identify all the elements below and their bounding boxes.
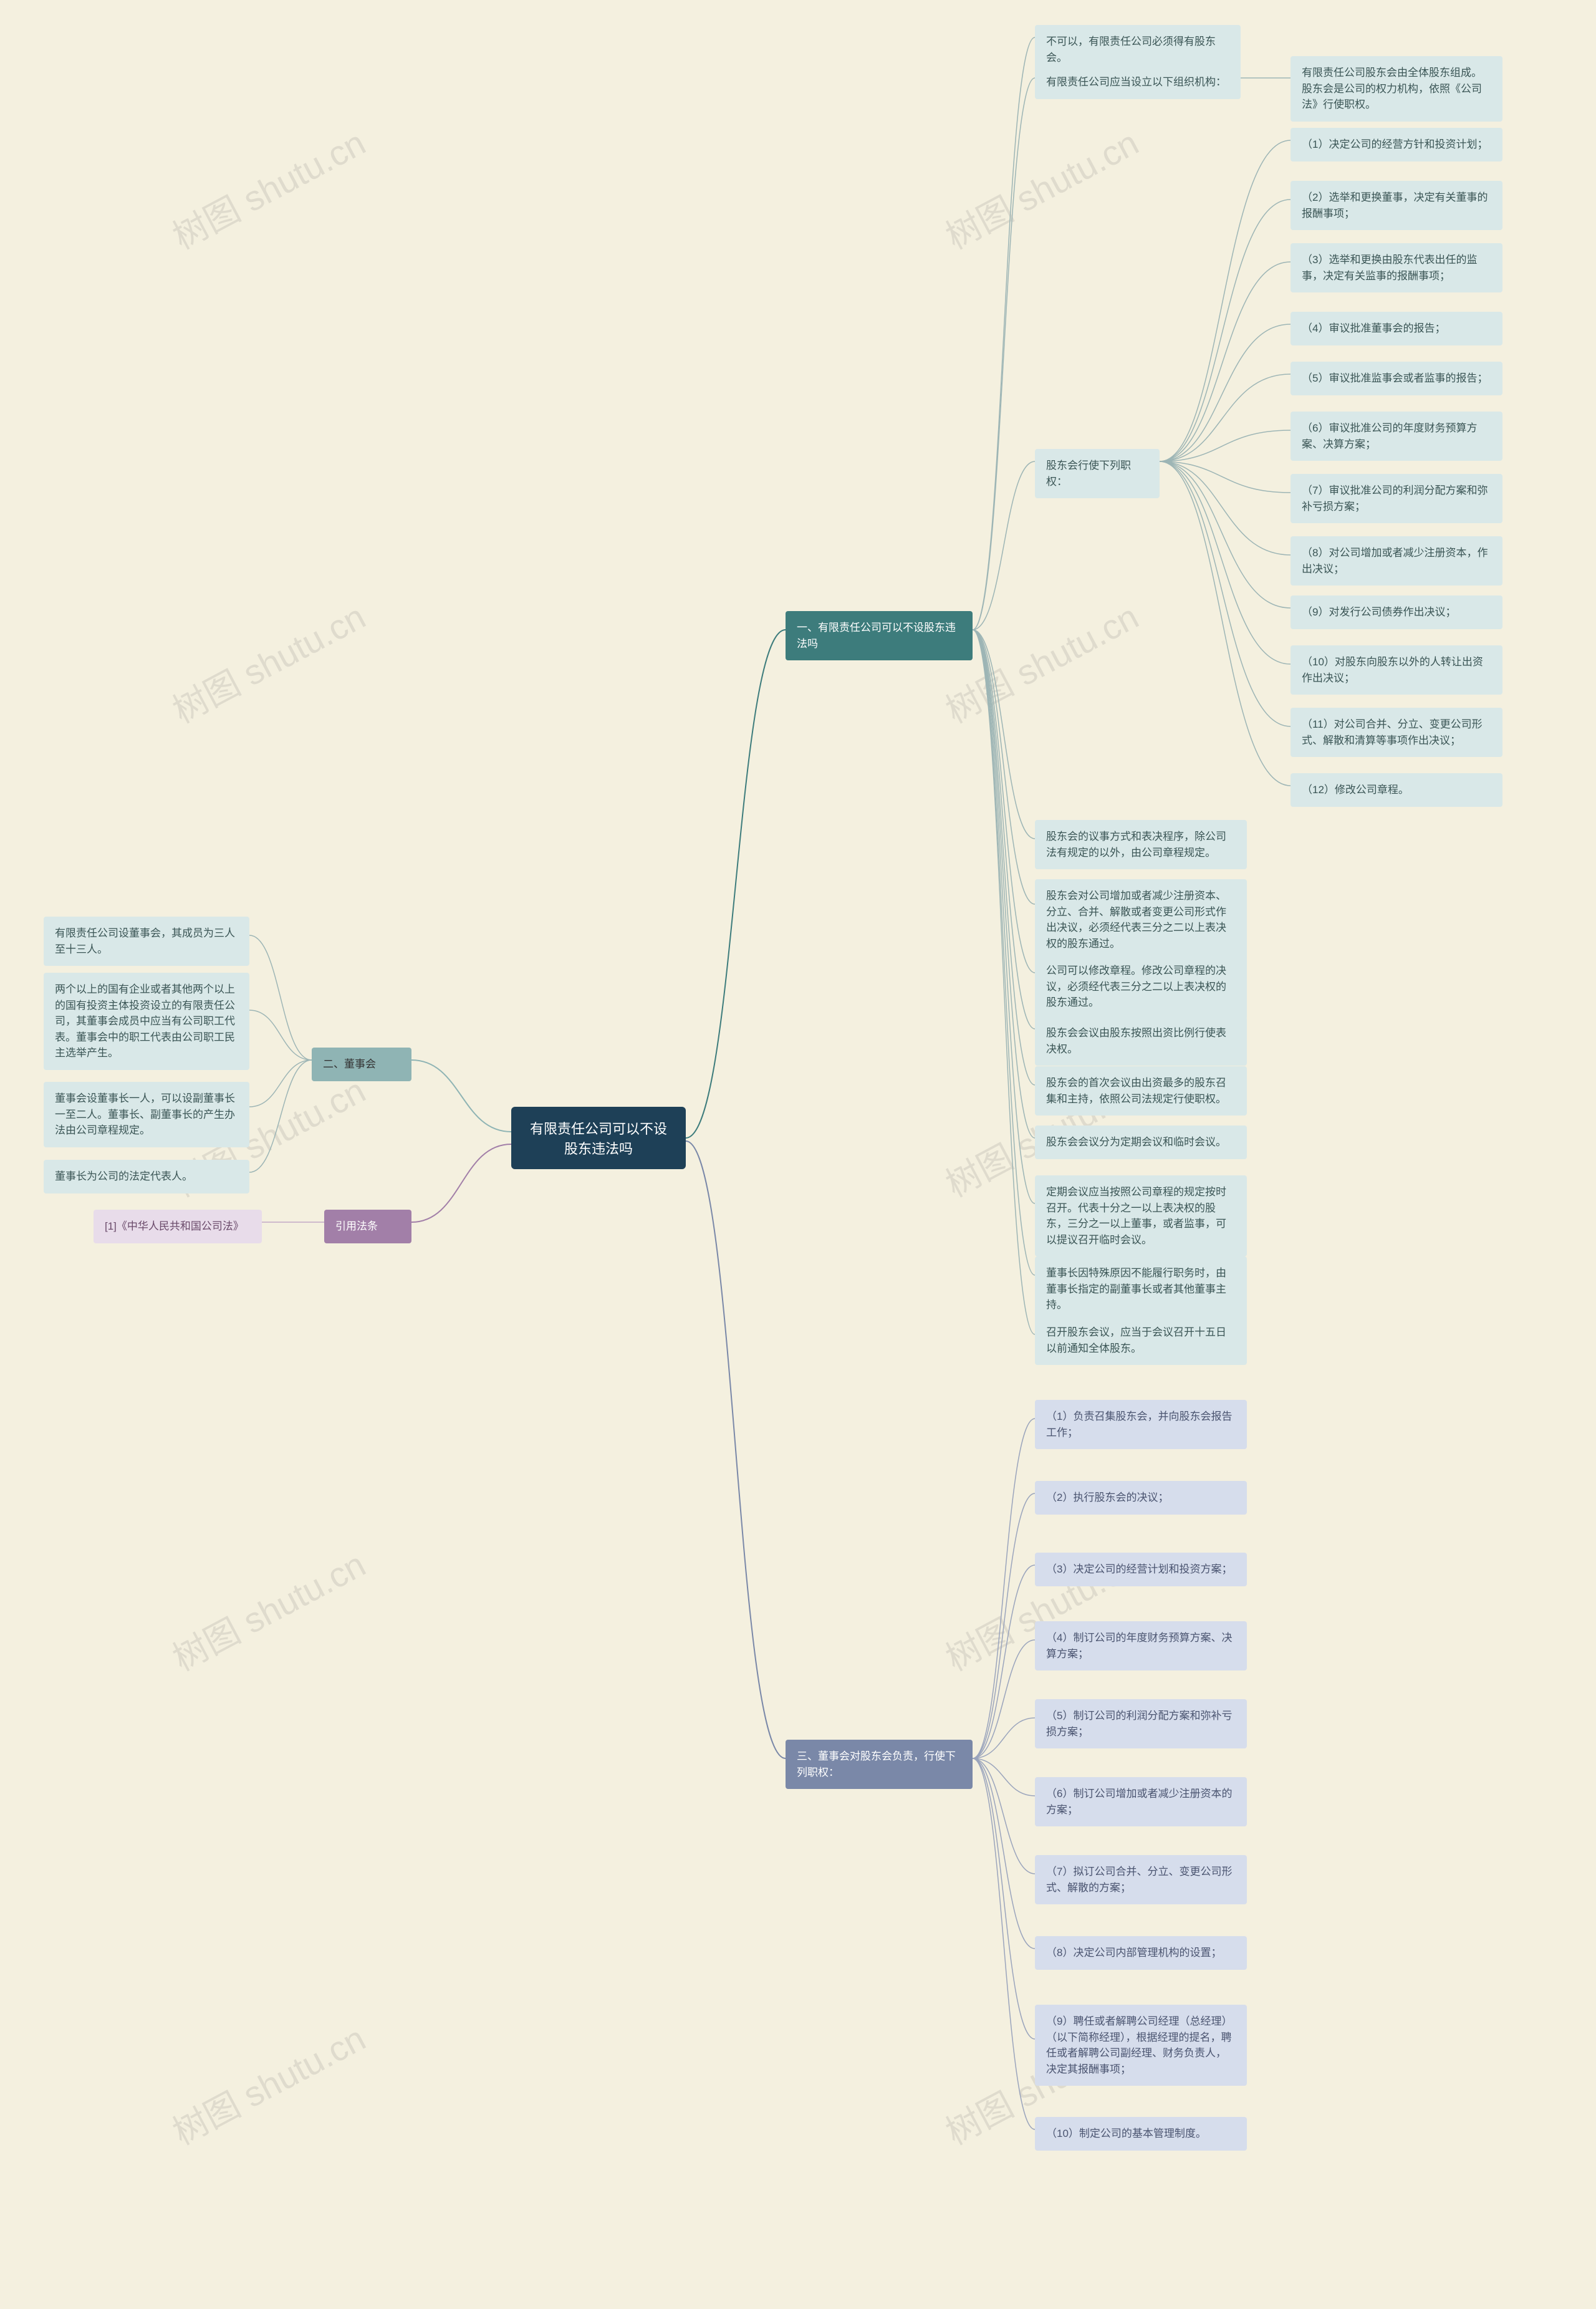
b3c6[interactable]: （6）制订公司增加或者减少注册资本的方案；: [1035, 1777, 1247, 1826]
b3c4[interactable]: （4）制订公司的年度财务预算方案、决算方案；: [1035, 1621, 1247, 1670]
b3c8[interactable]: （8）决定公司内部管理机构的设置；: [1035, 1936, 1247, 1970]
b2c4[interactable]: 董事长为公司的法定代表人。: [44, 1160, 249, 1193]
b1c3-3[interactable]: （3）选举和更换由股东代表出任的监事，决定有关监事的报酬事项；: [1291, 243, 1502, 292]
b3c10[interactable]: （10）制定公司的基本管理制度。: [1035, 2117, 1247, 2151]
b1c3-5[interactable]: （5）审议批准监事会或者监事的报告；: [1291, 362, 1502, 395]
b1c3-10[interactable]: （10）对股东向股东以外的人转让出资作出决议；: [1291, 645, 1502, 695]
b3c3[interactable]: （3）决定公司的经营计划和投资方案；: [1035, 1553, 1247, 1586]
b1c3-7[interactable]: （7）审议批准公司的利润分配方案和弥补亏损方案；: [1291, 474, 1502, 523]
b3c9[interactable]: （9）聘任或者解聘公司经理（总经理）（以下简称经理），根据经理的提名，聘任或者解…: [1035, 2005, 1247, 2086]
b1c2[interactable]: 有限责任公司应当设立以下组织机构：: [1035, 65, 1241, 99]
b3c2[interactable]: （2）执行股东会的决议；: [1035, 1481, 1247, 1515]
watermark: 树图 shutu.cn: [163, 589, 373, 733]
b4c1[interactable]: [1]《中华人民共和国公司法》: [94, 1210, 262, 1243]
b1c8[interactable]: 股东会的首次会议由出资最多的股东召集和主持，依照公司法规定行使职权。: [1035, 1066, 1247, 1116]
b3c1[interactable]: （1）负责召集股东会，并向股东会报告工作；: [1035, 1400, 1247, 1449]
b1c3[interactable]: 股东会行使下列职权：: [1035, 449, 1160, 498]
b3c7[interactable]: （7）拟订公司合并、分立、变更公司形式、解散的方案；: [1035, 1855, 1247, 1904]
b1c3-4[interactable]: （4）审议批准董事会的报告；: [1291, 312, 1502, 345]
b1c3-1[interactable]: （1）决定公司的经营方针和投资计划；: [1291, 128, 1502, 161]
watermark: 树图 shutu.cn: [936, 115, 1147, 259]
watermark: 树图 shutu.cn: [163, 2011, 373, 2155]
b3c5[interactable]: （5）制订公司的利润分配方案和弥补亏损方案；: [1035, 1699, 1247, 1748]
b1c3-12[interactable]: （12）修改公司章程。: [1291, 773, 1502, 807]
b2c2[interactable]: 两个以上的国有企业或者其他两个以上的国有投资主体投资设立的有限责任公司，其董事会…: [44, 973, 249, 1070]
connector-layer: [0, 0, 1596, 2309]
branch4-title[interactable]: 引用法条: [324, 1210, 411, 1243]
branch3-title[interactable]: 三、董事会对股东会负责，行使下列职权：: [786, 1740, 973, 1789]
b1c11[interactable]: 董事长因特殊原因不能履行职务时，由董事长指定的副董事长或者其他董事主持。: [1035, 1256, 1247, 1322]
b1c2a[interactable]: 有限责任公司股东会由全体股东组成。股东会是公司的权力机构，依照《公司法》行使职权…: [1291, 56, 1502, 122]
b1c3-6[interactable]: （6）审议批准公司的年度财务预算方案、决算方案；: [1291, 412, 1502, 461]
b2c3[interactable]: 董事会设董事长一人，可以设副董事长一至二人。董事长、副董事长的产生办法由公司章程…: [44, 1082, 249, 1147]
b1c9[interactable]: 股东会会议分为定期会议和临时会议。: [1035, 1126, 1247, 1159]
mindmap-root[interactable]: 有限责任公司可以不设股东违法吗: [511, 1107, 686, 1169]
b1c3-2[interactable]: （2）选举和更换董事，决定有关董事的报酬事项；: [1291, 181, 1502, 230]
b1c6[interactable]: 公司可以修改章程。修改公司章程的决议，必须经代表三分之二以上表决权的股东通过。: [1035, 954, 1247, 1020]
b1c12[interactable]: 召开股东会议，应当于会议召开十五日以前通知全体股东。: [1035, 1316, 1247, 1365]
b1c10[interactable]: 定期会议应当按照公司章程的规定按时召开。代表十分之一以上表决权的股东，三分之一以…: [1035, 1175, 1247, 1256]
branch2-title[interactable]: 二、董事会: [312, 1048, 411, 1081]
b2c1[interactable]: 有限责任公司设董事会，其成员为三人至十三人。: [44, 917, 249, 966]
b1c7[interactable]: 股东会会议由股东按照出资比例行使表决权。: [1035, 1016, 1247, 1066]
b1c3-9[interactable]: （9）对发行公司债券作出决议；: [1291, 595, 1502, 629]
branch1-title[interactable]: 一、有限责任公司可以不设股东违法吗: [786, 611, 973, 660]
watermark: 树图 shutu.cn: [163, 115, 373, 259]
b1c3-8[interactable]: （8）对公司增加或者减少注册资本，作出决议；: [1291, 536, 1502, 586]
b1c5[interactable]: 股东会对公司增加或者减少注册资本、分立、合并、解散或者变更公司形式作出决议，必须…: [1035, 879, 1247, 960]
b1c4[interactable]: 股东会的议事方式和表决程序，除公司法有规定的以外，由公司章程规定。: [1035, 820, 1247, 869]
watermark: 树图 shutu.cn: [163, 1537, 373, 1681]
b1c3-11[interactable]: （11）对公司合并、分立、变更公司形式、解散和清算等事项作出决议；: [1291, 708, 1502, 757]
